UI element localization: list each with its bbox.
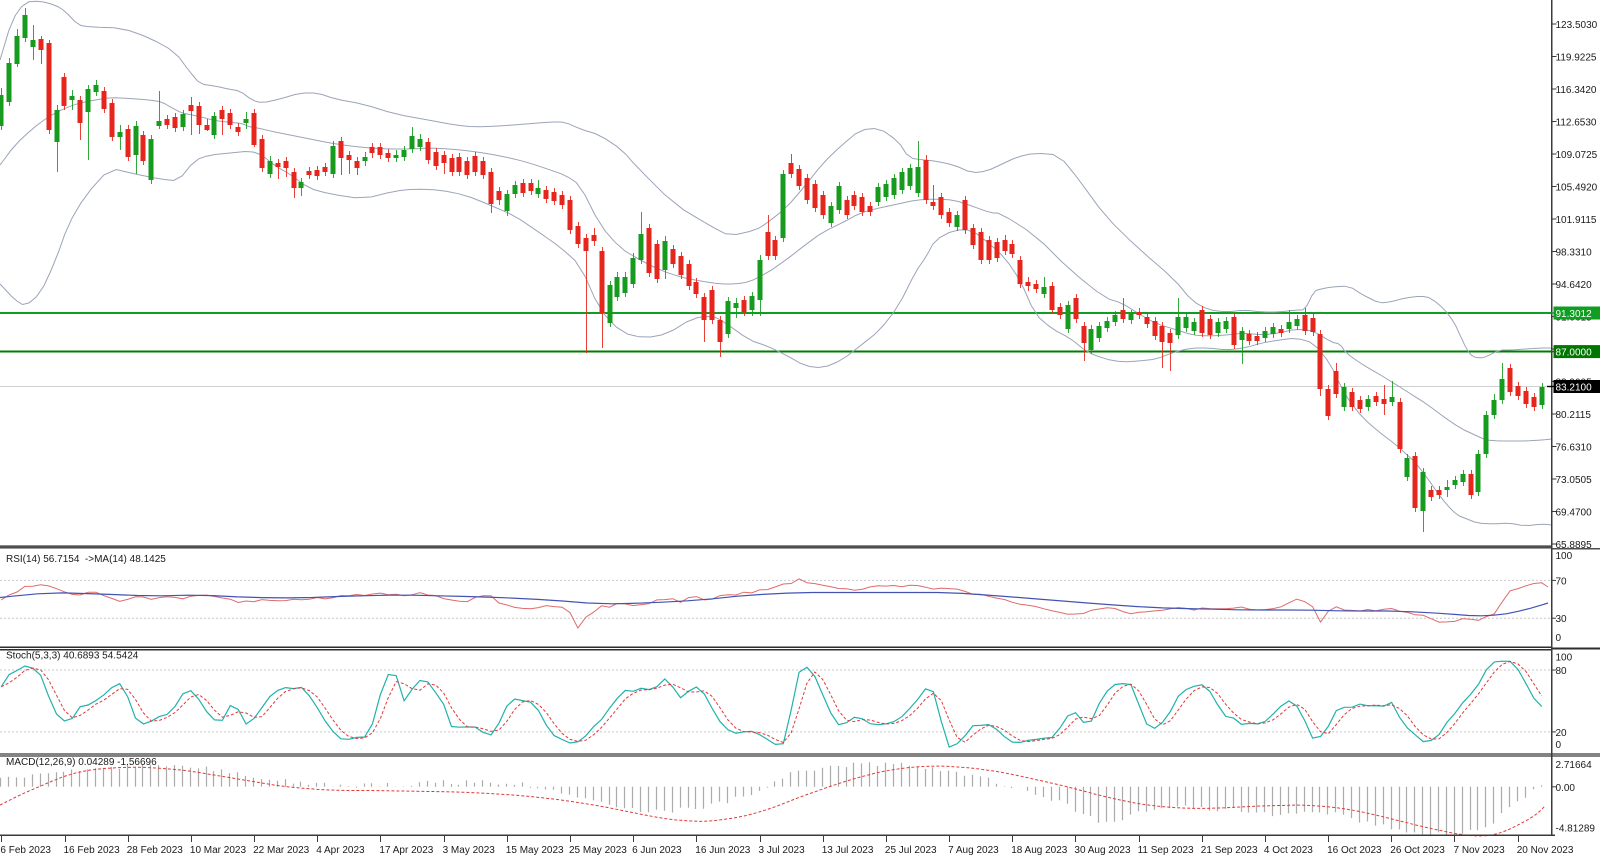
svg-text:101.9115: 101.9115	[1556, 215, 1597, 226]
svg-text:-4.81289: -4.81289	[1556, 824, 1596, 835]
svg-text:100: 100	[1556, 653, 1573, 664]
svg-text:91.3012: 91.3012	[1556, 309, 1593, 320]
svg-text:3 May 2023: 3 May 2023	[443, 845, 496, 856]
svg-text:0.00: 0.00	[1556, 783, 1576, 794]
svg-text:112.6530: 112.6530	[1556, 118, 1597, 129]
svg-text:94.6420: 94.6420	[1556, 280, 1593, 291]
svg-text:30 Aug 2023: 30 Aug 2023	[1074, 845, 1131, 856]
svg-text:MACD(12,26,9) 0.04289 -1.56696: MACD(12,26,9) 0.04289 -1.56696	[6, 757, 157, 768]
svg-text:10 Mar 2023: 10 Mar 2023	[190, 845, 247, 856]
svg-text:7 Nov 2023: 7 Nov 2023	[1454, 845, 1506, 856]
svg-text:6 Feb 2023: 6 Feb 2023	[0, 845, 51, 856]
svg-text:80: 80	[1556, 666, 1568, 677]
svg-text:100: 100	[1556, 551, 1573, 562]
svg-text:Stoch(5,3,3) 40.6893 54.5424: Stoch(5,3,3) 40.6893 54.5424	[6, 651, 139, 662]
svg-text:105.4920: 105.4920	[1556, 183, 1598, 194]
svg-text:30: 30	[1556, 614, 1568, 625]
svg-text:0: 0	[1556, 633, 1562, 644]
svg-text:25 Jul 2023: 25 Jul 2023	[885, 845, 937, 856]
svg-text:123.5030: 123.5030	[1556, 20, 1598, 31]
svg-text:13 Jul 2023: 13 Jul 2023	[822, 845, 874, 856]
svg-text:109.0725: 109.0725	[1556, 150, 1598, 161]
svg-text:16 Oct 2023: 16 Oct 2023	[1327, 845, 1382, 856]
svg-text:69.4700: 69.4700	[1556, 508, 1593, 519]
svg-text:RSI(14) 56.7154 ->MA(14) 48.1: RSI(14) 56.7154 ->MA(14) 48.1425	[6, 554, 166, 565]
svg-text:26 Oct 2023: 26 Oct 2023	[1390, 845, 1445, 856]
svg-text:3 Jul 2023: 3 Jul 2023	[759, 845, 806, 856]
svg-text:11 Sep 2023: 11 Sep 2023	[1138, 845, 1194, 856]
svg-text:25 May 2023: 25 May 2023	[569, 845, 627, 856]
svg-text:20: 20	[1556, 728, 1568, 739]
svg-text:7 Aug 2023: 7 Aug 2023	[948, 845, 999, 856]
svg-text:98.3310: 98.3310	[1556, 248, 1593, 259]
svg-text:2.71664: 2.71664	[1556, 760, 1593, 771]
svg-text:20 Nov 2023: 20 Nov 2023	[1517, 845, 1574, 856]
svg-text:73.0505: 73.0505	[1556, 475, 1593, 486]
svg-text:87.0000: 87.0000	[1556, 348, 1593, 359]
svg-text:6 Jun 2023: 6 Jun 2023	[632, 845, 682, 856]
svg-text:116.3420: 116.3420	[1556, 85, 1597, 96]
svg-text:70: 70	[1556, 576, 1568, 587]
svg-text:80.2115: 80.2115	[1556, 410, 1592, 421]
svg-text:0: 0	[1556, 740, 1562, 751]
svg-text:17 Apr 2023: 17 Apr 2023	[379, 845, 433, 856]
svg-text:15 May 2023: 15 May 2023	[506, 845, 564, 856]
svg-text:21 Sep 2023: 21 Sep 2023	[1201, 845, 1258, 856]
svg-text:4 Oct 2023: 4 Oct 2023	[1264, 845, 1313, 856]
svg-text:65.8895: 65.8895	[1556, 540, 1593, 551]
svg-text:16 Feb 2023: 16 Feb 2023	[64, 845, 121, 856]
svg-text:76.6310: 76.6310	[1556, 443, 1593, 454]
svg-text:4 Apr 2023: 4 Apr 2023	[316, 845, 365, 856]
svg-text:22 Mar 2023: 22 Mar 2023	[253, 845, 310, 856]
svg-text:83.2100: 83.2100	[1556, 383, 1593, 394]
svg-text:16 Jun 2023: 16 Jun 2023	[695, 845, 750, 856]
svg-text:119.9225: 119.9225	[1556, 53, 1597, 64]
svg-text:18 Aug 2023: 18 Aug 2023	[1011, 845, 1068, 856]
svg-text:28 Feb 2023: 28 Feb 2023	[127, 845, 184, 856]
